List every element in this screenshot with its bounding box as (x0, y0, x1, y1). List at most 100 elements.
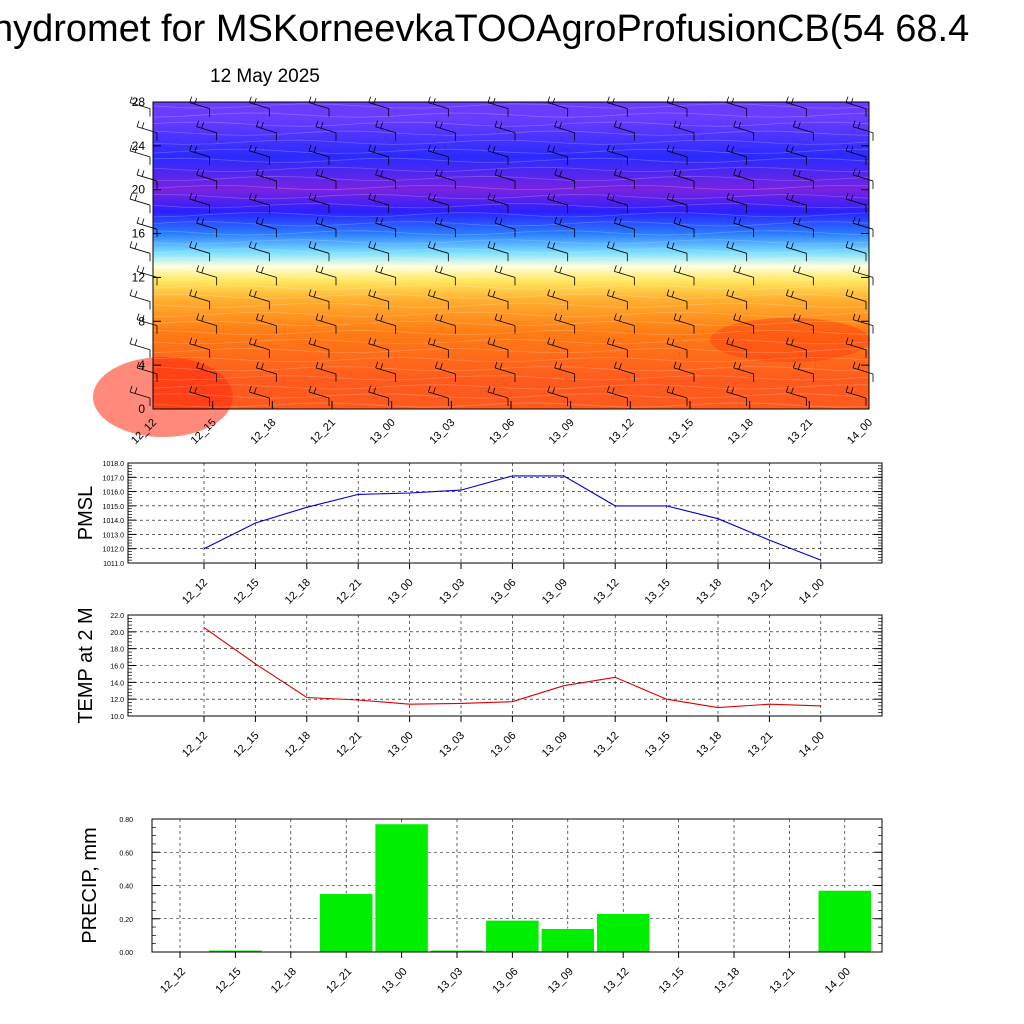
wind-barb (726, 241, 747, 254)
wind-barb (308, 192, 330, 206)
y-tick-label: 10.0 (110, 714, 124, 721)
x-tick-label: 14_00 (797, 730, 827, 760)
wind-barb (733, 168, 754, 182)
x-tick-label: 13_06 (488, 730, 518, 760)
wind-barb (547, 241, 568, 254)
wind-barb (375, 361, 396, 375)
x-tick-label: 12_18 (269, 966, 299, 996)
wind-barb (434, 265, 456, 278)
x-tick-label: 13_00 (380, 966, 410, 996)
x-tick-label: 13_09 (540, 577, 570, 607)
wind-barb (308, 289, 330, 302)
wind-barb (673, 265, 695, 278)
wind-barb (427, 241, 449, 254)
wind-barb (136, 265, 158, 278)
x-tick-label: 13_15 (643, 730, 673, 760)
y-tick-label: 24 (132, 139, 146, 153)
wind-barb (547, 385, 568, 399)
wind-barb (613, 361, 635, 375)
contour-line (152, 221, 870, 227)
y-tick-label: 0.00 (119, 950, 133, 957)
wind-barb (733, 265, 754, 278)
wind-barb (129, 144, 151, 158)
wind-barb (368, 144, 389, 158)
wind-barb (196, 120, 217, 134)
y-tick-label: 1013.0 (103, 532, 125, 539)
wind-barb (845, 337, 867, 351)
wind-barb (427, 289, 449, 302)
contour-line (152, 347, 870, 354)
wind-barb (845, 192, 867, 206)
wind-barb (189, 192, 210, 206)
x-tick-label: 13_12 (591, 577, 621, 607)
wind-barb (733, 361, 754, 375)
contour-line (152, 338, 870, 345)
wind-barb (368, 337, 389, 351)
y-tick-label: 1014.0 (103, 518, 125, 525)
x-tick-label: 12_12 (180, 577, 210, 607)
wind-barb (494, 168, 516, 182)
wind-barb (785, 144, 807, 158)
wind-barb (315, 361, 337, 375)
wind-barb (733, 313, 754, 327)
wind-barb (852, 168, 874, 182)
wind-barb (375, 313, 396, 327)
x-tick-label: 13_15 (666, 417, 696, 447)
y-tick-label: 12.0 (110, 697, 124, 704)
x-tick-label: 13_03 (435, 966, 465, 996)
wind-barb (315, 313, 337, 327)
wind-barb (494, 120, 516, 134)
wind-barb (554, 168, 575, 182)
wind-barb (792, 265, 814, 278)
y-tick-label: 4 (138, 358, 145, 372)
series-line (203, 627, 821, 709)
contour-line (152, 166, 870, 172)
y-tick-label: 1012.0 (103, 547, 125, 554)
wind-barb (852, 361, 874, 375)
contour-line (152, 194, 870, 200)
wind-barb (255, 361, 277, 375)
wind-barb (487, 337, 509, 351)
y-axis-label: PRECIP, mm (79, 827, 101, 943)
x-tick-label: 13_15 (657, 966, 687, 996)
x-tick-label: 13_00 (368, 417, 398, 447)
wind-barb (255, 120, 277, 134)
precip-bar (374, 823, 429, 953)
y-tick-label: 18.0 (110, 647, 124, 654)
chart-date: 12 May 2025 (210, 66, 320, 87)
contour-line (152, 329, 870, 336)
contour-line (152, 384, 869, 390)
wind-barb (726, 337, 747, 351)
wind-barb (308, 337, 330, 351)
wind-barb (726, 385, 747, 399)
wind-barb (785, 192, 807, 206)
wind-barb (726, 144, 747, 158)
y-axis-label: TEMP at 2 M (75, 607, 97, 723)
x-tick-label: 12_15 (213, 966, 243, 996)
wind-barb (189, 241, 210, 254)
wind-barb (487, 289, 509, 302)
contour-lines (152, 103, 870, 408)
contour-line (152, 139, 870, 145)
precip-panel: 0.00 0.20 0.40 0.60 0.80 12_12 12_15 12_18 12_21… (79, 817, 883, 996)
wind-barb (308, 385, 330, 399)
wind-barb (308, 241, 330, 254)
x-tick-label: 13_12 (606, 417, 636, 447)
pmsl-panel: 1011.0 1012.0 1013.0 1014.0 1015.0 1016.0 1017… (75, 461, 883, 607)
wind-barb (606, 192, 628, 206)
wind-barb (673, 313, 695, 327)
wind-barb (129, 289, 151, 302)
y-tick-label: 20 (132, 183, 146, 197)
x-tick-label: 13_00 (386, 577, 416, 607)
wind-barb (606, 241, 628, 254)
contour-line (152, 302, 870, 308)
y-tick-label: 0 (138, 402, 145, 416)
contour-line (152, 393, 870, 399)
y-tick-label: 20.0 (110, 630, 124, 637)
wind-barb (852, 313, 874, 327)
wind-barb (554, 217, 575, 230)
wind-barb (255, 168, 277, 182)
x-tick-label: 12_18 (283, 577, 313, 607)
wind-barb (494, 217, 516, 230)
